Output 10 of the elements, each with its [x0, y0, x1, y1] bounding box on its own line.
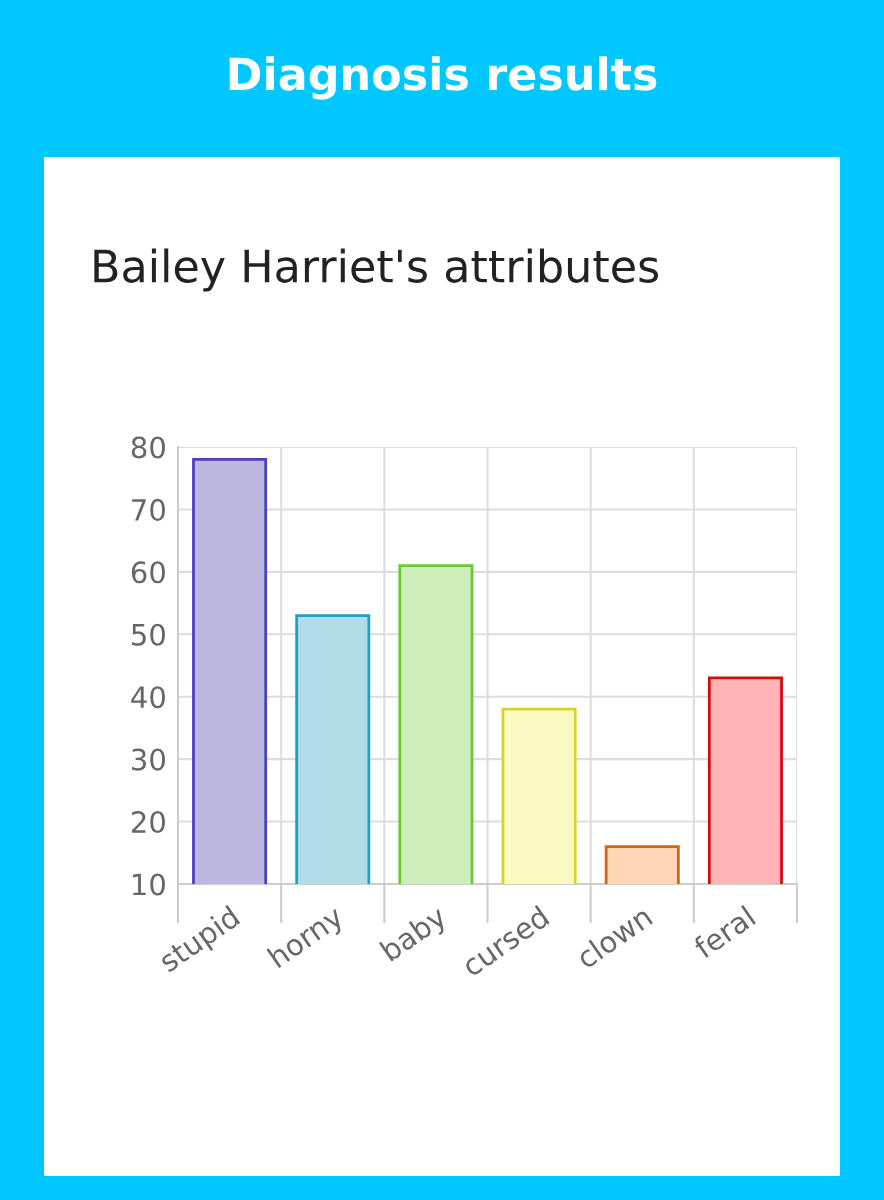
y-tick-label: 10: [132, 873, 165, 896]
y-tick-label: 30: [132, 748, 165, 771]
y-tick-label: 60: [131, 561, 165, 584]
y-tick-label: 70: [132, 498, 165, 521]
y-tick-label: 40: [131, 686, 165, 709]
y-tick-label: 80: [131, 436, 165, 459]
chart-title: Diagnosis results: [229, 56, 657, 100]
y-tick-label: 50: [132, 623, 165, 646]
chart-subtitle: Bailey Harriet's attributes: [94, 248, 659, 292]
y-tick-label: 20: [131, 811, 165, 834]
